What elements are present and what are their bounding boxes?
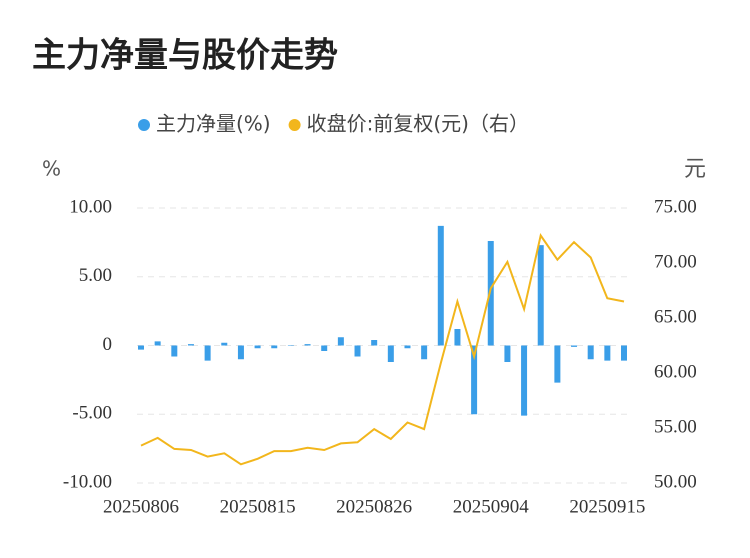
bar — [287, 345, 294, 346]
legend-marker — [288, 119, 301, 131]
bar — [204, 345, 211, 361]
bar — [454, 329, 461, 346]
bar — [504, 345, 511, 362]
bar — [421, 345, 428, 360]
y-tick-label: -5.00 — [72, 403, 112, 424]
y-tick-label: 0 — [103, 334, 113, 355]
y-axis-label: % — [42, 157, 61, 181]
bar — [337, 337, 344, 346]
bar — [138, 345, 144, 350]
bar — [587, 345, 594, 360]
y-tick-label: -10.00 — [63, 471, 112, 492]
bar — [154, 341, 161, 346]
bar — [354, 345, 361, 357]
y2-tick-label: 55.00 — [654, 416, 697, 437]
bar — [554, 345, 561, 383]
chart-title: 主力净量与股价走势 — [32, 36, 338, 76]
price-line — [140, 233, 625, 466]
x-tick-label: 20250915 — [569, 496, 645, 517]
bar — [604, 345, 611, 361]
bar — [237, 345, 244, 360]
bar — [537, 245, 544, 346]
bar — [437, 225, 444, 346]
y-tick-label: 5.00 — [79, 265, 112, 286]
y2-axis-label: 元 — [684, 157, 706, 182]
y2-tick-label: 50.00 — [654, 471, 697, 492]
x-tick-label: 20250826 — [336, 496, 412, 517]
bar — [321, 345, 328, 351]
legend-marker — [138, 119, 150, 131]
y-tick-label: 10.00 — [69, 196, 112, 217]
legend-label: 收盘价:前复权(元)（右） — [307, 112, 529, 136]
x-tick-label: 20250815 — [220, 496, 296, 517]
bar — [487, 241, 494, 346]
bar — [471, 345, 478, 415]
y2-tick-label: 60.00 — [654, 361, 697, 382]
bar — [271, 345, 278, 349]
x-tick-label: 20250904 — [453, 496, 530, 517]
bar — [521, 345, 528, 416]
bar — [304, 344, 311, 346]
bar — [221, 342, 228, 346]
y2-tick-label: 65.00 — [654, 306, 697, 327]
y2-tick-label: 70.00 — [654, 251, 697, 272]
y2-tick-label: 75.00 — [654, 196, 697, 217]
bar — [404, 345, 411, 349]
bar — [621, 345, 627, 361]
legend-label: 主力净量(%) — [156, 112, 271, 136]
x-tick-label: 20250806 — [103, 496, 179, 517]
bar — [571, 345, 578, 347]
bar — [254, 345, 261, 349]
bar — [171, 345, 178, 357]
bar — [387, 345, 394, 362]
bar — [371, 340, 378, 346]
bar — [187, 344, 194, 346]
